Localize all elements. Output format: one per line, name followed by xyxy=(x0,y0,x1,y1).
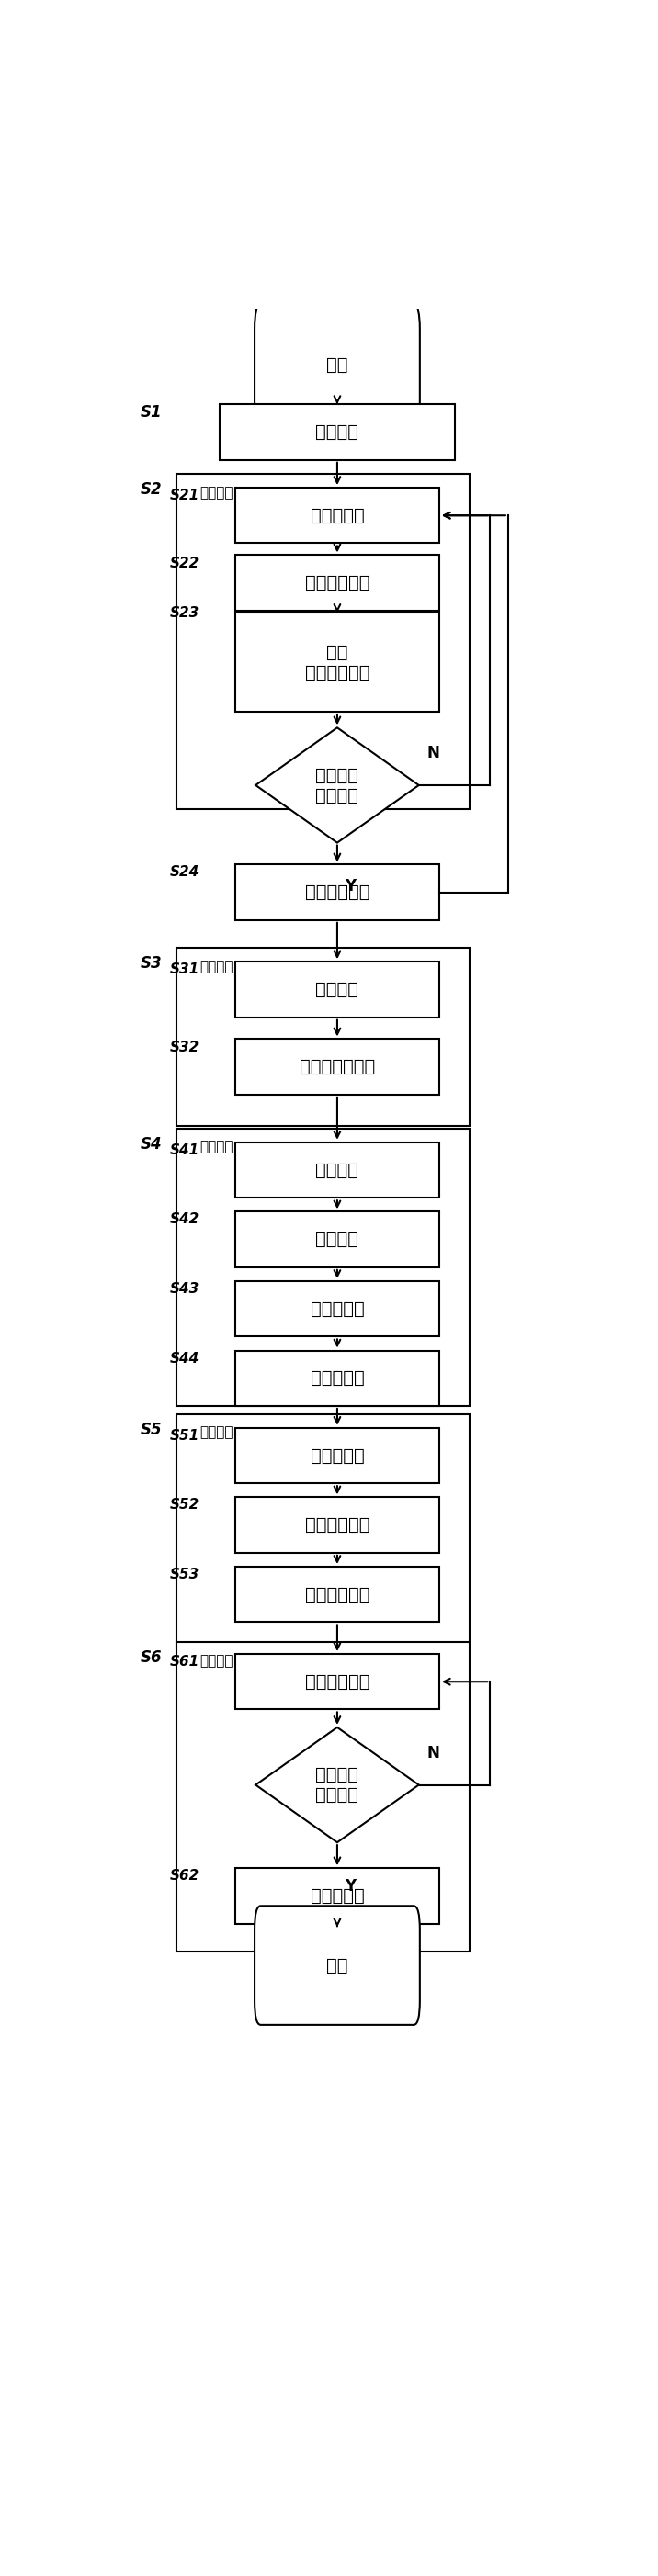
Text: S22: S22 xyxy=(169,556,199,569)
Text: N: N xyxy=(426,1744,440,1762)
Text: 扫描矿石: 扫描矿石 xyxy=(316,981,359,997)
Text: 组装系统: 组装系统 xyxy=(316,422,359,440)
Bar xyxy=(236,1141,440,1198)
Bar xyxy=(176,1641,470,1953)
Text: S6: S6 xyxy=(140,1649,162,1667)
Text: 处理数据: 处理数据 xyxy=(199,1141,233,1154)
Bar xyxy=(236,1350,440,1406)
Text: S44: S44 xyxy=(169,1352,199,1365)
Bar xyxy=(176,1414,470,1649)
Text: 标定传送装置: 标定传送装置 xyxy=(305,884,370,902)
Text: Y: Y xyxy=(345,1878,356,1893)
Text: S62: S62 xyxy=(169,1870,199,1883)
Text: 采集、转换数据: 采集、转换数据 xyxy=(299,1059,375,1077)
Text: S3: S3 xyxy=(140,956,162,971)
Text: S53: S53 xyxy=(169,1569,199,1582)
Text: 动态显示模型: 动态显示模型 xyxy=(305,1672,370,1690)
Text: S41: S41 xyxy=(169,1144,199,1157)
Text: S24: S24 xyxy=(169,866,199,878)
Text: S1: S1 xyxy=(140,404,162,420)
Text: S61: S61 xyxy=(169,1654,199,1669)
Bar xyxy=(236,613,440,711)
Bar xyxy=(236,1038,440,1095)
Text: 标定电控支架: 标定电控支架 xyxy=(305,574,370,592)
Bar xyxy=(236,1427,440,1484)
Bar xyxy=(176,948,470,1126)
Text: 灯度定位: 灯度定位 xyxy=(316,1162,359,1180)
Text: S52: S52 xyxy=(169,1499,199,1512)
Bar xyxy=(236,487,440,544)
Text: S32: S32 xyxy=(169,1041,199,1054)
Bar xyxy=(236,961,440,1018)
Text: N: N xyxy=(426,744,440,762)
Text: 结束: 结束 xyxy=(326,1958,348,1973)
Bar xyxy=(236,866,440,920)
Text: 去除噪声点: 去除噪声点 xyxy=(310,1301,365,1316)
Text: S4: S4 xyxy=(140,1136,162,1151)
Text: 提取三维坐标: 提取三维坐标 xyxy=(305,1517,370,1533)
FancyBboxPatch shape xyxy=(255,1906,420,2025)
Text: 标定
视频输入设备: 标定 视频输入设备 xyxy=(305,644,370,680)
Text: 动态显示
满足要求: 动态显示 满足要求 xyxy=(316,1767,359,1803)
Text: S21: S21 xyxy=(169,489,199,502)
Text: 标定系统: 标定系统 xyxy=(199,487,233,500)
Bar xyxy=(236,554,440,611)
Text: S31: S31 xyxy=(169,963,199,976)
Text: 标识最高点: 标识最高点 xyxy=(310,1888,365,1904)
Bar xyxy=(236,1497,440,1553)
Text: S23: S23 xyxy=(169,605,199,618)
Text: 去除孤立点: 去除孤立点 xyxy=(310,1370,365,1386)
Text: 标定激光源: 标定激光源 xyxy=(310,507,365,523)
Text: S2: S2 xyxy=(140,482,162,497)
Polygon shape xyxy=(255,1728,418,1842)
Text: 查找极値: 查找极値 xyxy=(316,1231,359,1249)
Bar xyxy=(236,1566,440,1623)
Bar xyxy=(220,404,455,461)
Text: 视频输出
满足要求: 视频输出 满足要求 xyxy=(316,765,359,804)
Text: S51: S51 xyxy=(169,1430,199,1443)
Text: S43: S43 xyxy=(169,1283,199,1296)
Text: 动态显示: 动态显示 xyxy=(199,1654,233,1667)
Text: S5: S5 xyxy=(140,1422,162,1437)
Bar xyxy=(236,1211,440,1267)
Text: 建立三维模型: 建立三维模型 xyxy=(305,1587,370,1602)
Text: 采集数据: 采集数据 xyxy=(199,961,233,974)
Text: Y: Y xyxy=(345,878,356,894)
Polygon shape xyxy=(255,726,418,842)
Bar xyxy=(176,1128,470,1406)
Bar xyxy=(236,1280,440,1337)
Bar xyxy=(176,474,470,809)
FancyBboxPatch shape xyxy=(255,304,420,425)
Text: S42: S42 xyxy=(169,1213,199,1226)
Bar xyxy=(236,1654,440,1710)
Text: 计算高度差: 计算高度差 xyxy=(310,1448,365,1463)
Text: 建立模型: 建立模型 xyxy=(199,1427,233,1440)
Text: 开始: 开始 xyxy=(326,355,348,374)
Bar xyxy=(236,1868,440,1924)
